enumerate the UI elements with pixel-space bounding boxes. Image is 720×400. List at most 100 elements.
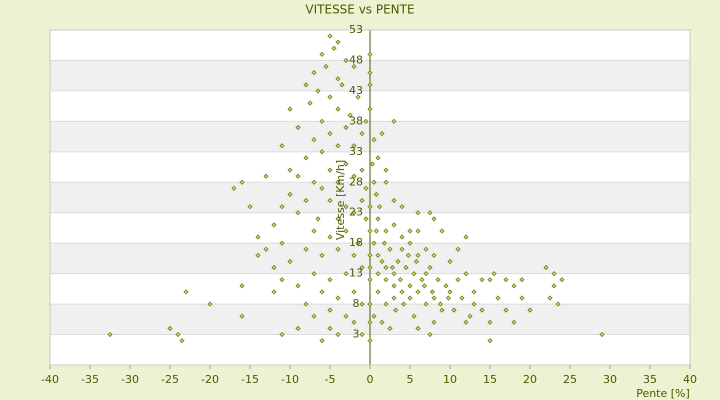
y-tick-label: 23: [349, 206, 363, 219]
point: [427, 264, 433, 271]
point: [463, 319, 469, 325]
point: [503, 277, 509, 283]
point: [415, 289, 421, 295]
point: [391, 295, 397, 301]
point: [367, 70, 373, 76]
point: [383, 264, 389, 271]
point: [167, 325, 173, 332]
point: [369, 161, 375, 167]
point: [391, 283, 397, 289]
y-tick-label: 43: [349, 84, 363, 97]
y-tick-label: 13: [349, 267, 363, 280]
point: [415, 325, 421, 332]
point: [351, 63, 357, 70]
point: [351, 173, 357, 179]
point: [377, 204, 383, 210]
point: [487, 277, 493, 283]
point: [351, 143, 357, 149]
point: [399, 246, 405, 252]
point: [327, 197, 333, 204]
point: [437, 301, 443, 307]
point: [439, 228, 445, 234]
point: [311, 228, 317, 234]
point: [427, 331, 433, 338]
point: [599, 331, 605, 338]
point: [303, 246, 309, 252]
point: [407, 283, 413, 289]
point: [351, 319, 357, 325]
point: [307, 100, 313, 106]
point: [183, 289, 189, 295]
point: [431, 216, 437, 222]
point: [327, 167, 333, 173]
point: [429, 289, 435, 295]
point: [439, 307, 445, 313]
point: [367, 204, 373, 210]
point: [455, 246, 461, 252]
point: [379, 258, 385, 265]
point: [407, 228, 413, 234]
point: [375, 216, 381, 222]
point: [287, 106, 293, 112]
point: [107, 331, 113, 338]
point: [547, 295, 553, 301]
point: [263, 173, 269, 179]
grid: [49, 29, 691, 369]
x-tick-label: 20: [523, 373, 537, 386]
point: [279, 331, 285, 338]
point: [543, 264, 549, 271]
point: [431, 295, 437, 301]
point: [175, 331, 181, 338]
point: [399, 289, 405, 295]
point: [351, 252, 357, 258]
point: [413, 258, 419, 265]
point: [363, 118, 369, 124]
point: [311, 137, 317, 143]
x-tick-label: 10: [443, 373, 457, 386]
point: [343, 228, 349, 234]
point: [367, 277, 373, 283]
point: [295, 124, 301, 131]
point: [343, 271, 349, 277]
point: [415, 228, 421, 234]
point: [315, 88, 321, 94]
point: [319, 338, 325, 344]
point: [335, 143, 341, 149]
x-tick-label: -35: [81, 373, 99, 386]
point: [393, 307, 399, 313]
point: [471, 301, 477, 307]
point: [495, 295, 501, 301]
point: [303, 155, 309, 161]
point: [367, 338, 373, 344]
point: [343, 124, 349, 131]
point: [479, 307, 485, 313]
point: [327, 94, 333, 100]
point: [231, 185, 237, 191]
point: [447, 289, 453, 295]
point: [315, 216, 321, 222]
point: [279, 277, 285, 283]
point: [423, 246, 429, 252]
point: [559, 277, 565, 283]
point: [383, 167, 389, 173]
point: [327, 325, 333, 332]
y-tick-label: 33: [349, 145, 363, 158]
point: [319, 51, 325, 57]
point: [383, 228, 389, 234]
point: [179, 338, 185, 344]
point: [355, 240, 361, 246]
point: [503, 307, 509, 313]
point: [335, 246, 341, 252]
point: [335, 76, 341, 82]
point: [359, 331, 365, 338]
point: [375, 289, 381, 295]
plot-border: [49, 29, 691, 366]
point: [295, 210, 301, 216]
point: [343, 57, 349, 64]
point: [367, 228, 373, 234]
point: [347, 112, 353, 118]
point: [335, 216, 341, 222]
point: [207, 301, 213, 307]
point: [295, 173, 301, 179]
